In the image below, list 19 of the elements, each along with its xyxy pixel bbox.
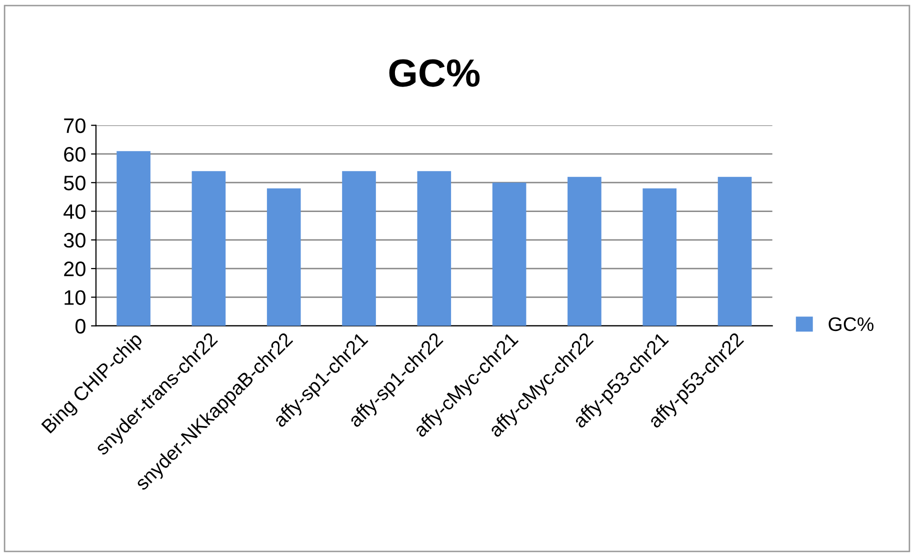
y-tick-label: 10 [64, 290, 86, 305]
y-tick-label: 50 [64, 176, 86, 190]
bar [342, 171, 376, 326]
y-tick-label: 40 [64, 204, 86, 220]
y-tick-label: 30 [64, 232, 86, 248]
bar [266, 188, 301, 326]
y-tick-label: 60 [64, 146, 86, 162]
bar [642, 188, 677, 326]
y-tick-label: 0 [75, 318, 86, 334]
bar [492, 182, 526, 326]
bar [192, 171, 226, 326]
bar [116, 151, 150, 326]
bar [417, 171, 452, 326]
chart-title: GC% [389, 59, 480, 87]
y-tick-label: 20 [64, 262, 86, 276]
y-tick-label: 70 [64, 118, 86, 134]
bar [718, 176, 752, 326]
bar [568, 176, 602, 326]
legend-label: GC% [828, 317, 874, 332]
